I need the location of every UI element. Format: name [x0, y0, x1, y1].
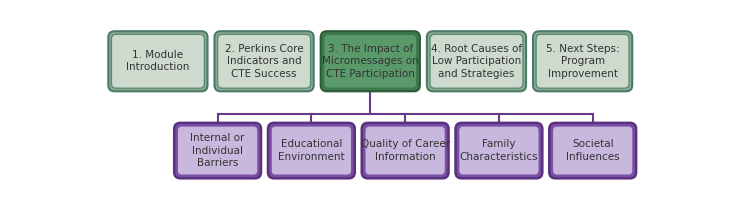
FancyBboxPatch shape — [550, 123, 636, 178]
FancyBboxPatch shape — [553, 126, 633, 175]
FancyBboxPatch shape — [112, 34, 205, 88]
FancyBboxPatch shape — [362, 123, 448, 178]
Text: 1. Module
Introduction: 1. Module Introduction — [126, 50, 190, 73]
Text: 3. The Impact of
Micromessages on
CTE Participation: 3. The Impact of Micromessages on CTE Pa… — [322, 44, 419, 79]
FancyBboxPatch shape — [533, 31, 632, 91]
Text: Quality of Career
Information: Quality of Career Information — [361, 139, 450, 162]
Text: Societal
Influences: Societal Influences — [566, 139, 620, 162]
Text: Family
Characteristics: Family Characteristics — [460, 139, 538, 162]
FancyBboxPatch shape — [365, 126, 445, 175]
FancyBboxPatch shape — [458, 126, 539, 175]
FancyBboxPatch shape — [214, 31, 313, 91]
FancyBboxPatch shape — [271, 126, 352, 175]
Text: 4. Root Causes of
Low Participation
and Strategies: 4. Root Causes of Low Participation and … — [431, 44, 522, 79]
FancyBboxPatch shape — [324, 34, 417, 88]
Text: 2. Perkins Core
Indicators and
CTE Success: 2. Perkins Core Indicators and CTE Succe… — [225, 44, 304, 79]
FancyBboxPatch shape — [455, 123, 542, 178]
Text: 5. Next Steps:
Program
Improvement: 5. Next Steps: Program Improvement — [546, 44, 619, 79]
FancyBboxPatch shape — [536, 34, 629, 88]
FancyBboxPatch shape — [108, 31, 208, 91]
FancyBboxPatch shape — [427, 31, 526, 91]
FancyBboxPatch shape — [268, 123, 355, 178]
FancyBboxPatch shape — [177, 126, 258, 175]
Text: Educational
Environment: Educational Environment — [278, 139, 345, 162]
FancyBboxPatch shape — [217, 34, 310, 88]
FancyBboxPatch shape — [430, 34, 523, 88]
FancyBboxPatch shape — [174, 123, 261, 178]
Text: Internal or
Individual
Barriers: Internal or Individual Barriers — [190, 133, 245, 168]
FancyBboxPatch shape — [321, 31, 420, 91]
